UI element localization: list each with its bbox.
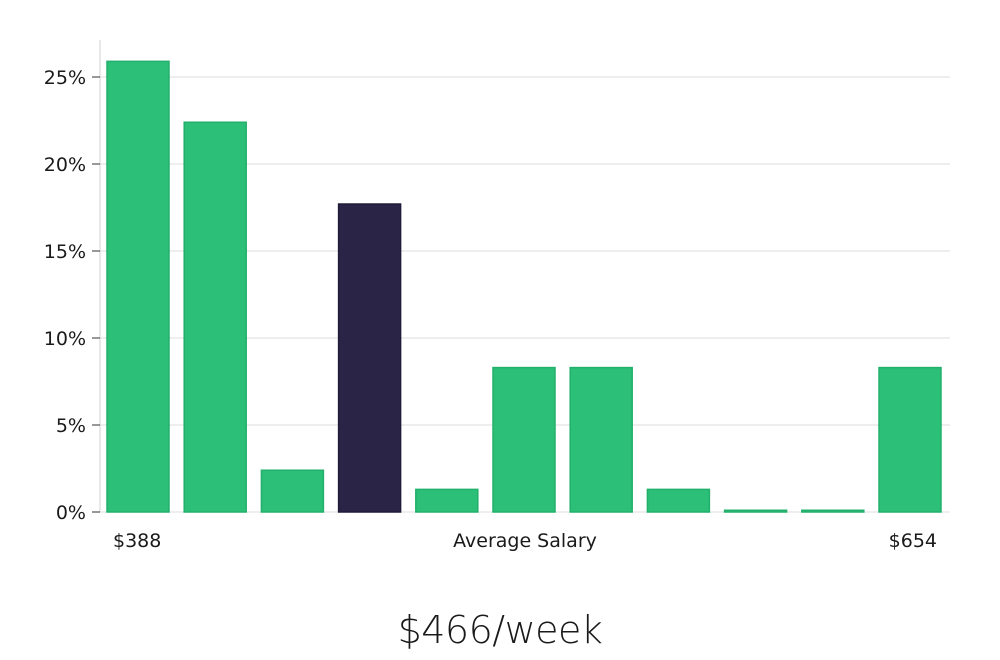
bar (183, 121, 247, 513)
bar (723, 509, 788, 513)
bar (646, 488, 711, 513)
bar-highlighted (337, 203, 402, 513)
bar (415, 488, 479, 513)
bar (106, 60, 170, 513)
x-labels: $388 Average Salary $654 (113, 530, 937, 552)
x-max-label: $654 (889, 530, 937, 552)
average-salary-headline: $466/week (397, 608, 603, 652)
bar (801, 509, 865, 513)
y-tick-label: 15% (44, 241, 86, 263)
y-tick-labels: 0% 5% 10% 15% 20% 25% (44, 67, 100, 524)
x-axis-title: Average Salary (453, 530, 597, 552)
salary-histogram: 0% 5% 10% 15% 20% 25% $388 Average Salary $65… (44, 40, 950, 552)
y-tick-label: 5% (56, 415, 86, 437)
bar (260, 469, 325, 513)
y-tick-label: 25% (44, 67, 86, 89)
y-tick-label: 10% (44, 328, 86, 350)
bar (569, 366, 633, 513)
bar (492, 366, 556, 513)
y-tick-label: 20% (44, 154, 86, 176)
bar (878, 366, 942, 513)
y-tick-label: 0% (56, 502, 86, 524)
bars (106, 60, 942, 513)
x-min-label: $388 (113, 530, 161, 552)
